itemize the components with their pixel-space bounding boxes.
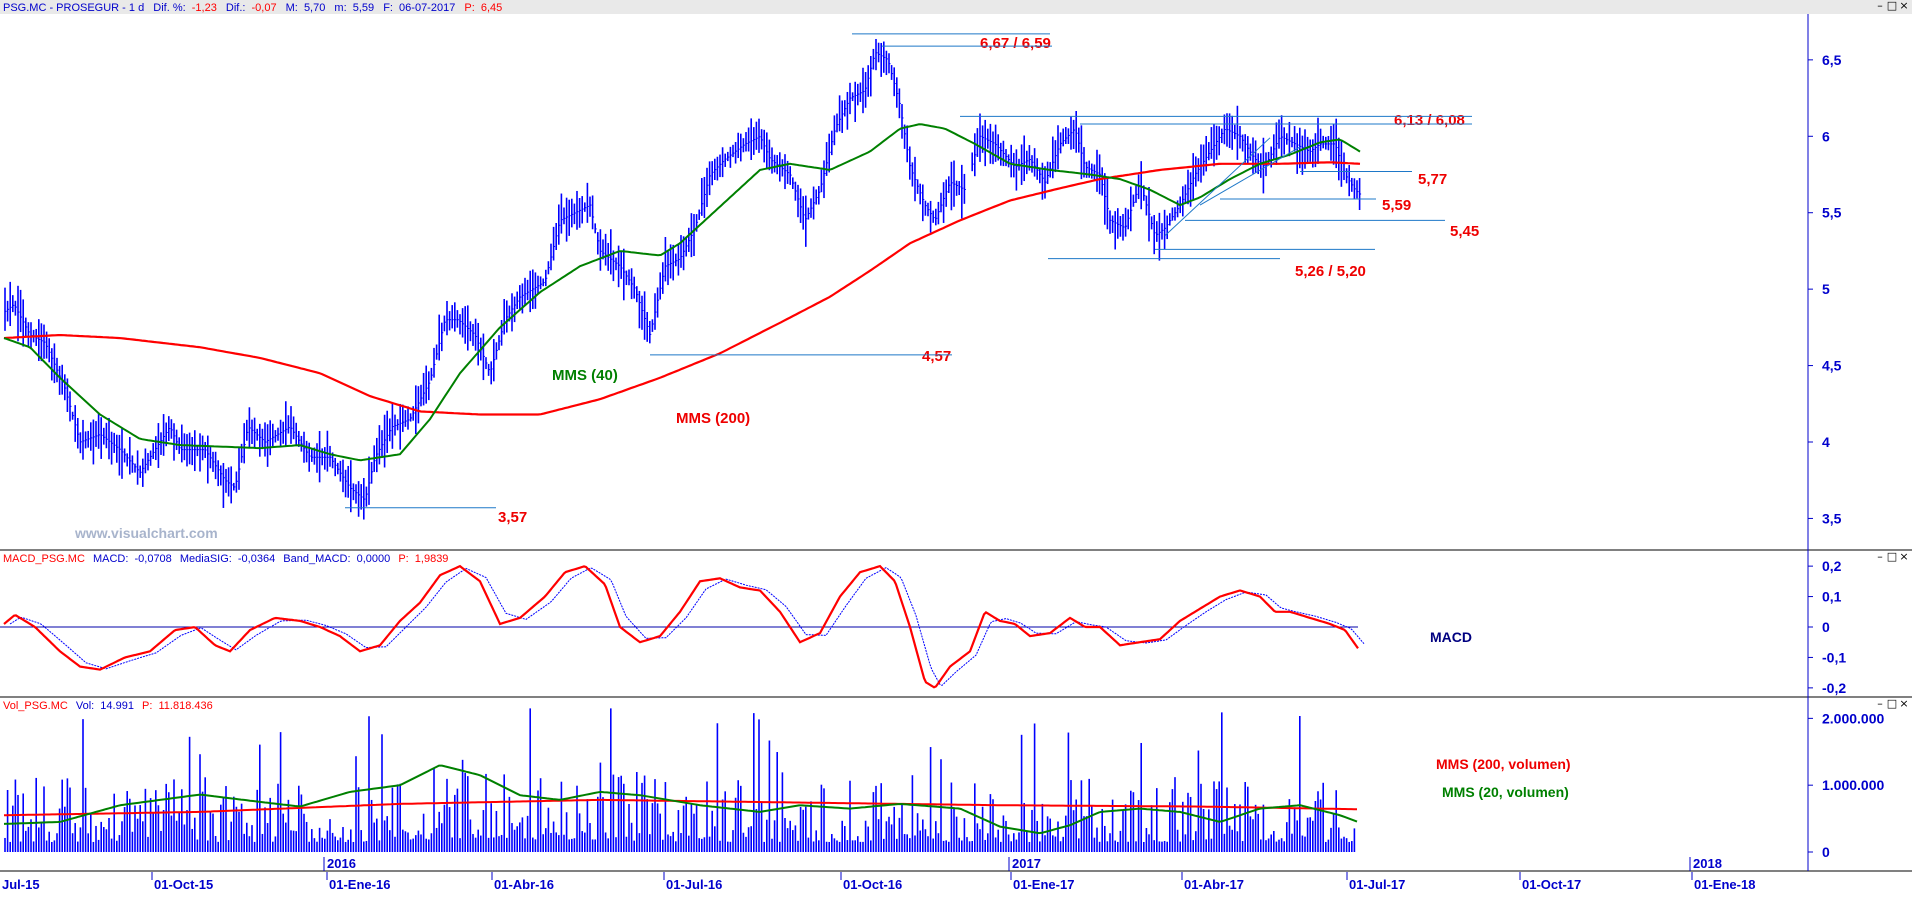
volume-minimize-icon[interactable]: – [1877,697,1883,710]
price-header-bar [0,0,1912,14]
volume-header-name: Vol_PSG.MC [3,700,68,712]
macd-header-text: MACD_PSG.MC MACD: -0,0708 MediaSIG: -0,0… [3,553,448,565]
macd-header-macd-label: MACD: [93,553,128,565]
macd-close-icon[interactable]: × [1899,550,1909,563]
volume-header-text: Vol_PSG.MC Vol: 14.991 P: 11.818.436 [3,700,213,712]
annot-5-26: 5,26 / 5,20 [1295,263,1366,280]
volume-close-icon[interactable]: × [1899,697,1909,710]
price-y-tick-label: 4 [1822,434,1830,450]
mms200-line [3,161,1361,416]
price-header-date: 06-07-2017 [399,2,455,14]
volume-mms20-line [3,764,1358,835]
annot-4-57: 4,57 [922,348,951,365]
macd-header-sig: -0,0364 [238,553,275,565]
x-year-tick-label: 2017 [1012,856,1041,871]
price-header-high-label: M: [286,2,298,14]
minimize-icon[interactable]: – [1877,0,1883,12]
trendline-1 [1164,137,1271,237]
volume-header-p: 11.818.436 [158,700,212,712]
volume-y-tick-label: 2.000.000 [1822,710,1884,726]
x-year-tick-label: 2016 [327,856,356,871]
watermark: www.visualchart.com [74,525,218,541]
macd-header-macd: -0,0708 [134,553,171,565]
annot-5-77: 5,77 [1418,171,1447,188]
price-header-date-label: F: [383,2,393,14]
macd-minimize-icon[interactable]: – [1877,550,1883,563]
price-y-tick-label: 5,5 [1822,205,1842,221]
x-date-tick-label: 01-Oct-17 [1522,877,1581,892]
x-date-tick-label: 01-Oct-15 [154,877,213,892]
volume-mms20-label: MMS (20, volumen) [1442,784,1569,800]
annot-6-67: 6,67 / 6,59 [980,35,1051,52]
x-date-tick-label: Jul-15 [2,877,40,892]
volume-y-tick-label: 1.000.000 [1822,777,1884,793]
price-header-dif-pct: -1,23 [192,2,217,14]
price-header-low-label: m: [334,2,346,14]
macd-signal-line [9,567,1365,686]
price-bars [4,38,1362,520]
volume-header-vol-label: Vol: [76,700,94,712]
macd-y-tick-label: 0,1 [1822,589,1842,605]
price-header-text: PSG.MC - PROSEGUR - 1 d Dif. %: -1,23 Di… [3,2,502,14]
macd-y-tick-label: 0,2 [1822,558,1842,574]
macd-maximize-icon[interactable]: □ [1886,550,1898,563]
x-year-tick-label: 2018 [1693,856,1722,871]
price-y-tick-label: 5 [1822,281,1830,297]
macd-header-p-label: P: [398,553,408,565]
volume-bars [4,708,1356,852]
trendline-2 [1199,146,1301,206]
x-date-tick-label: 01-Abr-16 [494,877,554,892]
price-header-p: 6,45 [481,2,502,14]
price-header-dif-label: Dif.: [226,2,246,14]
price-header-low: 5,59 [353,2,374,14]
annot-5-59: 5,59 [1382,197,1411,214]
annot-mms200: MMS (200) [676,410,750,427]
price-header-high: 5,70 [304,2,325,14]
x-date-tick-label: 01-Ene-18 [1694,877,1755,892]
macd-header-name: MACD_PSG.MC [3,553,85,565]
price-header-dif-pct-label: Dif. %: [153,2,185,14]
x-date-tick-label: 01-Ene-16 [329,877,390,892]
macd-header-sig-label: MediaSIG: [180,553,232,565]
macd-y-tick-label: 0 [1822,619,1830,635]
price-header-dif: -0,07 [252,2,277,14]
volume-mms200-label: MMS (200, volumen) [1436,756,1571,772]
annot-3-57: 3,57 [498,509,527,526]
price-y-tick-label: 6,5 [1822,52,1842,68]
x-date-tick-label: 01-Ene-17 [1013,877,1074,892]
macd-header-p: 1,9839 [415,553,449,565]
mms40-line [3,123,1361,462]
volume-maximize-icon[interactable]: □ [1886,697,1898,710]
macd-y-tick-label: -0,2 [1822,680,1846,696]
macd-line [3,564,1359,689]
x-date-tick-label: 01-Abr-17 [1184,877,1244,892]
x-date-tick-label: 01-Jul-17 [1349,877,1405,892]
close-icon[interactable]: × [1899,0,1909,12]
price-y-tick-label: 6 [1822,128,1830,144]
volume-header-vol: 14.991 [100,700,134,712]
volume-y-tick-label: 0 [1822,844,1830,860]
volume-header-p-label: P: [142,700,152,712]
macd-header-band: 0,0000 [357,553,391,565]
macd-header-band-label: Band_MACD: [283,553,350,565]
price-y-tick-label: 3,5 [1822,510,1842,526]
annot-5-45: 5,45 [1450,223,1479,240]
price-y-tick-label: 4,5 [1822,358,1842,374]
macd-y-tick-label: -0,1 [1822,649,1846,665]
macd-label: MACD [1430,629,1472,645]
x-date-tick-label: 01-Jul-16 [666,877,722,892]
x-date-tick-label: 01-Oct-16 [843,877,902,892]
annot-6-13: 6,13 / 6,08 [1394,112,1465,129]
chart-marks: 6,5 6 5,5 5 4,5 4 3,5 0,2 0,1 0 -0,1 -0,2 2.000.000 1… [0,14,1912,892]
price-header-symbol: PSG.MC - PROSEGUR - 1 d [3,2,144,14]
maximize-icon[interactable]: □ [1886,0,1898,12]
price-header-p-label: P: [464,2,474,14]
annot-mms40: MMS (40) [552,367,618,384]
